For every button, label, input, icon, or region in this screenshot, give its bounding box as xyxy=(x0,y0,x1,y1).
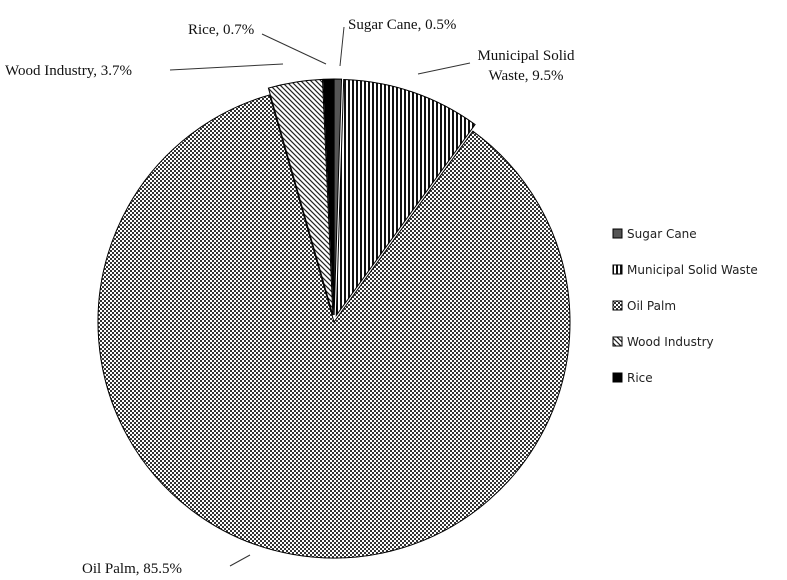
slice-label-sugar-cane: Sugar Cane, 0.5% xyxy=(348,17,456,33)
pie-slice-rice xyxy=(322,78,335,316)
pie-slice-municipal-solid-waste xyxy=(335,78,476,317)
legend-swatch-oil-palm xyxy=(612,300,623,311)
leader-line-municipal-solid-waste xyxy=(417,62,471,75)
leader-line-wood-industry xyxy=(169,63,284,71)
legend-swatch-rice xyxy=(612,372,623,383)
legend-label-oil-palm: Oil Palm xyxy=(627,299,676,313)
legend-item-rice: Rice xyxy=(612,371,653,385)
legend: Sugar Cane Municipal Solid Waste Oil Pal… xyxy=(612,227,758,385)
legend-item-sugar-cane: Sugar Cane xyxy=(612,227,697,241)
legend-item-wood-industry: Wood Industry xyxy=(612,335,714,349)
slice-labels: Sugar Cane, 0.5% Municipal Solid Waste, 9.… xyxy=(5,17,575,577)
pie-slice-oil-palm xyxy=(97,94,571,559)
leader-line-sugar-cane xyxy=(339,26,345,67)
legend-swatch-municipal-solid-waste xyxy=(612,264,623,275)
pie-slices xyxy=(97,78,571,559)
legend-swatch-wood-industry xyxy=(612,336,623,347)
legend-item-municipal-solid-waste: Municipal Solid Waste xyxy=(612,263,758,277)
slice-label-rice: Rice, 0.7% xyxy=(188,22,254,38)
legend-label-rice: Rice xyxy=(627,371,653,385)
leader-lines xyxy=(169,26,471,567)
pie-slice-wood-industry xyxy=(267,78,334,316)
legend-item-oil-palm: Oil Palm xyxy=(612,299,676,313)
legend-swatch-sugar-cane xyxy=(612,228,623,239)
legend-label-sugar-cane: Sugar Cane xyxy=(627,227,697,241)
legend-label-wood-industry: Wood Industry xyxy=(627,335,714,349)
leader-line-rice xyxy=(261,33,327,65)
leader-line-oil-palm xyxy=(229,554,251,567)
slice-label-wood-industry: Wood Industry, 3.7% xyxy=(5,63,132,79)
slice-label-municipal-solid-waste: Municipal Solid Waste, 9.5% xyxy=(477,48,575,84)
legend-label-municipal-solid-waste: Municipal Solid Waste xyxy=(627,263,758,277)
slice-label-oil-palm: Oil Palm, 85.5% xyxy=(82,561,182,577)
